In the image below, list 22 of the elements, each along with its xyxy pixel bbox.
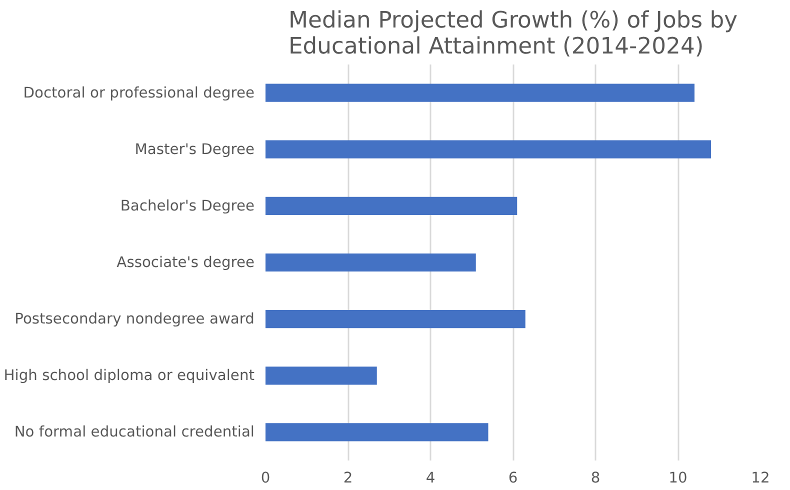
x-tick-label: 4 [426, 470, 436, 486]
bar [266, 140, 711, 158]
y-tick-label: High school diploma or equivalent [4, 367, 255, 384]
x-tick-label: 10 [668, 470, 688, 486]
x-tick-label: 2 [343, 470, 353, 486]
bar [266, 253, 476, 272]
y-tick-label: No formal educational credential [14, 424, 255, 441]
y-tick-label: Associate's degree [116, 254, 255, 271]
y-tick-label: Doctoral or professional degree [23, 84, 255, 102]
chart-title: Median Projected Growth (%) of Jobs by Educational Attainment (2014-2024) [288, 8, 738, 60]
x-tick-label: 6 [508, 470, 518, 486]
x-tick-label: 12 [751, 470, 770, 486]
y-tick-label: Bachelor's Degree [120, 197, 255, 214]
bar [266, 423, 488, 442]
bar [266, 84, 694, 102]
y-tick-label: Master's Degree [134, 140, 255, 158]
x-tick-label: 0 [260, 470, 270, 486]
x-tick-label: 8 [590, 470, 600, 486]
bar [266, 196, 518, 215]
bar [266, 310, 526, 328]
y-tick-label: Postsecondary nondegree award [14, 310, 255, 328]
bar [266, 366, 377, 385]
